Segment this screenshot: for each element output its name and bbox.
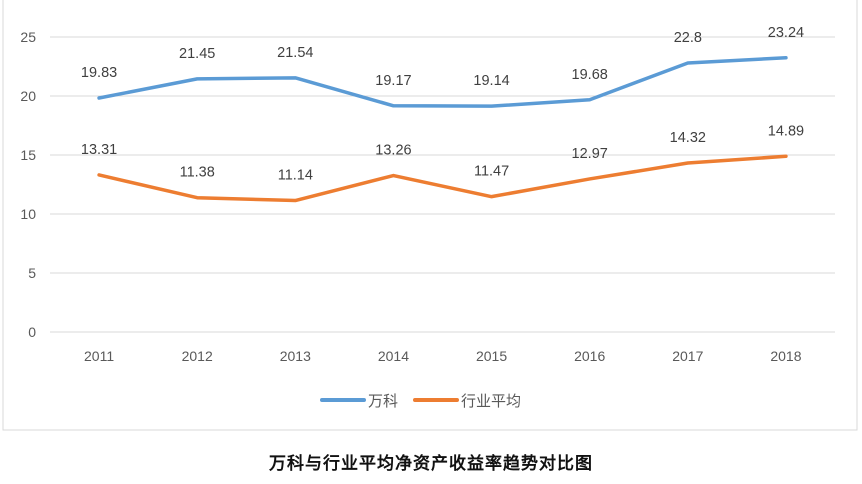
chart-title: 万科与行业平均净资产收益率趋势对比图: [268, 453, 593, 473]
y-tick-label: 25: [20, 29, 36, 45]
x-tick-label: 2014: [378, 348, 409, 364]
y-tick-label: 20: [20, 88, 36, 104]
data-label: 19.17: [375, 73, 411, 89]
data-label: 23.24: [768, 25, 804, 41]
data-label: 22.8: [674, 30, 702, 46]
data-label: 19.68: [572, 67, 608, 83]
y-tick-label: 15: [20, 147, 36, 163]
data-label: 11.47: [474, 164, 509, 180]
data-label: 13.31: [81, 142, 117, 158]
data-label: 21.45: [179, 46, 215, 62]
data-label: 12.97: [572, 146, 608, 162]
y-tick-label: 5: [28, 265, 36, 281]
x-tick-label: 2011: [84, 348, 114, 364]
data-label: 13.26: [375, 143, 411, 159]
data-label: 19.83: [81, 65, 117, 81]
x-tick-label: 2015: [476, 348, 507, 364]
x-tick-label: 2017: [672, 348, 703, 364]
series-line-vanke: [97, 56, 788, 108]
x-tick-label: 2012: [182, 348, 213, 364]
x-tick-label: 2013: [280, 348, 311, 364]
legend-label: 万科: [368, 393, 398, 410]
chart-frame: [2, 0, 858, 431]
data-label: 14.32: [670, 130, 706, 146]
series-line-industry-average: [97, 154, 788, 203]
legend-label: 行业平均: [461, 393, 521, 410]
x-tick-label: 2018: [770, 348, 801, 364]
data-label: 11.38: [180, 165, 215, 181]
data-label: 11.14: [278, 168, 313, 184]
x-tick-label: 2016: [574, 348, 605, 364]
y-tick-label: 10: [20, 206, 36, 222]
data-label: 21.54: [277, 45, 313, 61]
y-tick-label: 0: [28, 324, 36, 340]
data-label: 19.14: [473, 73, 509, 89]
data-label: 14.89: [768, 123, 804, 139]
